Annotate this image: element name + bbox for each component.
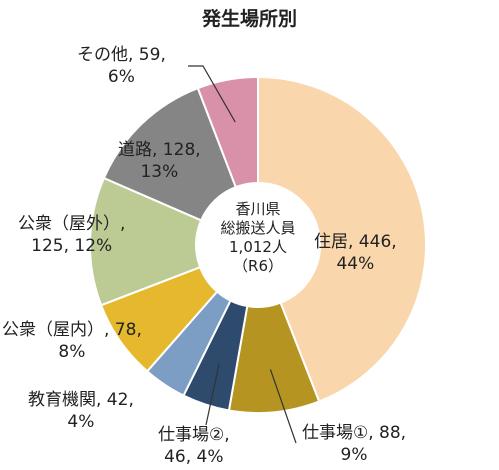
pie-slice-0 bbox=[257, 75, 427, 403]
slice-label-koushuu-okunai: 公衆（屋内）, 78, 8% bbox=[2, 320, 142, 362]
pie-slice-7 bbox=[196, 75, 259, 189]
leader-line-7 bbox=[188, 65, 236, 123]
center-label-line: 1,012人 bbox=[229, 238, 287, 256]
leader-line-2 bbox=[205, 363, 220, 426]
leader-line-1 bbox=[269, 369, 297, 444]
pie-slice-5 bbox=[89, 176, 203, 307]
slice-label-shigotoba-2: 仕事場②, 46, 4% bbox=[158, 425, 230, 467]
center-label-line: 総搬送人員 bbox=[220, 219, 296, 237]
pie-slice-6 bbox=[102, 86, 238, 222]
slice-label-sonota: その他, 59, 6% bbox=[77, 45, 166, 87]
chart-title: 発生場所別 bbox=[201, 8, 297, 30]
slice-label-jukyo: 住居, 446, 44% bbox=[314, 232, 397, 274]
slice-label-shigotoba-1: 仕事場①, 88, 9% bbox=[302, 423, 407, 465]
center-label-line: （R6） bbox=[233, 257, 283, 275]
center-label: 香川県 総搬送人員 1,012人 （R6） bbox=[203, 200, 313, 276]
slice-label-douro: 道路, 128, 13% bbox=[118, 140, 201, 182]
slice-label-koushuu-okugai: 公衆（屋外）, 125, 12% bbox=[18, 214, 126, 256]
slice-label-kyouiku: 教育機関, 42, 4% bbox=[28, 390, 134, 432]
center-label-line: 香川県 bbox=[235, 200, 281, 218]
